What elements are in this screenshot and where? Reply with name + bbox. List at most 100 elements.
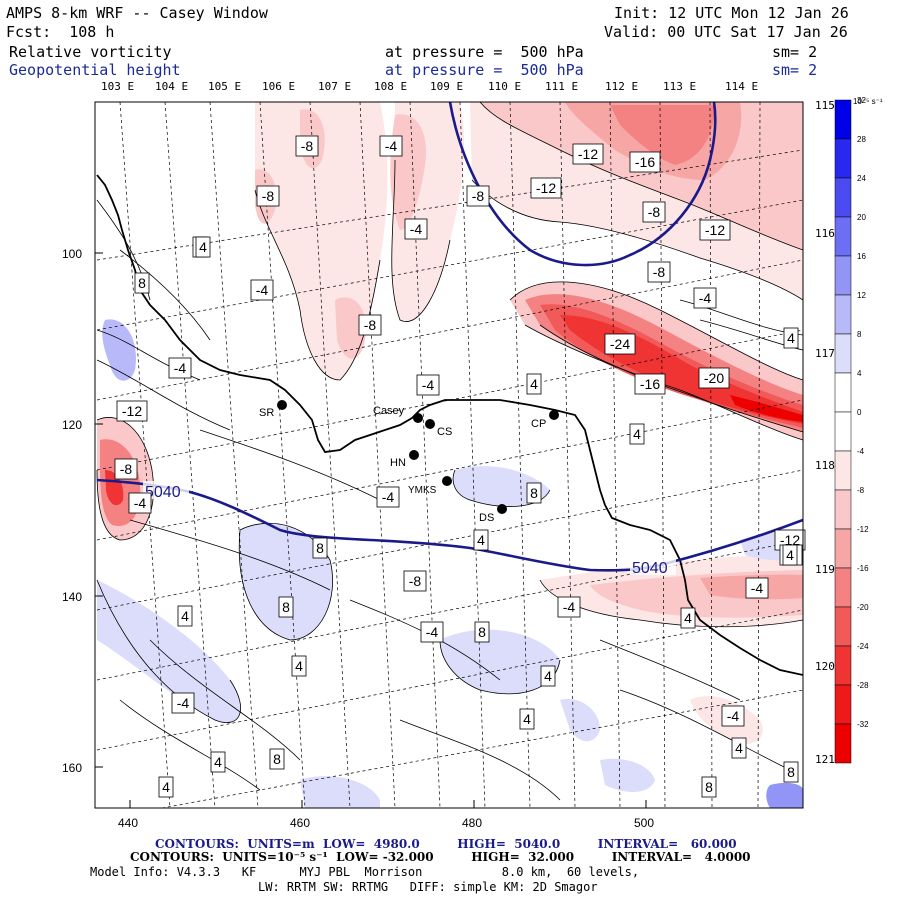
station-label-casey: Casey (373, 405, 405, 417)
vorticity-label-box (701, 776, 717, 798)
vorticity-label-box (526, 373, 542, 395)
init-time: Init: 12 UTC Mon 12 Jan 26 (614, 4, 849, 22)
lon-110: 110 E (488, 80, 521, 93)
vorticity-label: -4 (174, 360, 187, 376)
vorticity-label: 4 (735, 740, 743, 756)
vorticity-label: -8 (472, 188, 485, 204)
vorticity-label-box (171, 692, 195, 714)
vorticity-label-box (731, 737, 747, 759)
colorbar-tick: -32 (857, 720, 869, 729)
footer: CONTOURS: UNITS=m LOW= 4980.0 HIGH= 5040… (90, 837, 751, 894)
colorbar-swatch (834, 723, 852, 764)
vorticity-label: -4 (426, 624, 439, 640)
top-longitude-labels: 103 E 104 E 105 E 106 E 107 E 108 E 109 … (101, 80, 758, 93)
colorbar-tick: 4 (857, 369, 862, 378)
coastline (96, 174, 803, 676)
vorticity-label-box (128, 492, 152, 514)
vorticity-label-box (698, 367, 730, 389)
colorbar-swatch (834, 567, 852, 608)
colorbar-swatch (834, 255, 852, 296)
vorticity-label: 8 (282, 599, 290, 615)
height-label-east: 5040 (632, 560, 668, 577)
colorbar-tick: 8 (857, 330, 862, 339)
vorticity-label-box (278, 596, 294, 618)
vorticity-label: 8 (787, 764, 795, 780)
vorticity-label: -4 (134, 495, 147, 511)
vorticity-label-box (572, 143, 604, 165)
vorticity-label-box (783, 761, 799, 783)
vorticity-label-box (540, 665, 556, 687)
field1-name: Relative vorticity (9, 43, 172, 61)
vorticity-label: 4 (523, 711, 531, 727)
lon-106: 106 E (262, 80, 295, 93)
vorticity-label-box (629, 151, 661, 173)
vorticity-label-box (634, 373, 666, 395)
vorticity-label-box (680, 607, 696, 629)
colorbar-swatch (834, 372, 852, 413)
vorticity-label-box (530, 177, 562, 199)
field2-level: at pressure = 500 hPa (385, 61, 584, 79)
field2-name: Geopotential height (9, 61, 181, 79)
vorticity-label-box (473, 529, 489, 551)
vorticity-label: -16 (640, 376, 660, 392)
station-dot-cs (425, 419, 435, 429)
lon-112: 112 E (605, 80, 638, 93)
vorticity-label: 4 (477, 532, 485, 548)
vorticity-label: -8 (120, 461, 133, 477)
vorticity-label-box (195, 236, 211, 258)
colorbar-swatch (834, 138, 852, 179)
station-label-cs: CS (437, 426, 452, 438)
vorticity-label: 4 (181, 608, 189, 624)
vorticity-label-box (642, 201, 666, 223)
colorbar-swatch (834, 294, 852, 335)
vorticity-label-box (782, 544, 798, 566)
colorbar-swatch (834, 684, 852, 725)
footer-vorticity-contours: CONTOURS: UNITS=10⁻⁵ s⁻¹ LOW= -32.000 HI… (130, 850, 751, 864)
vorticity-label: 8 (316, 540, 324, 556)
vorticity-label-box (420, 621, 444, 643)
station-label-sr: SR (259, 407, 274, 419)
colorbar-swatch (834, 645, 852, 686)
vorticity-label-box (557, 596, 581, 618)
vorticity-label-box (134, 272, 150, 294)
x-tick-500: 500 (634, 816, 654, 830)
lon-104: 104 E (155, 80, 188, 93)
vorticity-label: -12 (780, 532, 800, 548)
colorbar-unit: 10⁻⁵ s⁻¹ (853, 97, 883, 106)
vorticity-label-box (114, 458, 138, 480)
vorticity-label: -24 (610, 336, 630, 352)
vorticity-label-box (604, 333, 636, 355)
vorticity-label: -8 (648, 204, 661, 220)
station-dot-ds (497, 504, 507, 514)
colorbar-tick: -24 (857, 642, 869, 651)
vorticity-label: -8 (262, 188, 275, 204)
station-label-ds: DS (479, 512, 494, 524)
plot-frame (94, 101, 804, 809)
vorticity-label-box (745, 577, 769, 599)
vorticity-label-box (168, 357, 192, 379)
field2-smoothing: sm= 2 (772, 61, 818, 79)
vorticity-label-box (210, 751, 226, 773)
vorticity-label: 4 (530, 376, 538, 392)
colorbar-swatch (834, 216, 852, 257)
vorticity-label-box (379, 135, 403, 157)
station-dot-sr (277, 400, 287, 410)
vorticity-label: 8 (478, 624, 486, 640)
station-dot-cp (549, 410, 559, 420)
vorticity-label-box (519, 708, 535, 730)
station-dot-casey (413, 413, 423, 423)
colorbar-tick: 32 (857, 96, 866, 105)
colorbar-swatch (834, 606, 852, 647)
vorticity-label: -4 (385, 138, 398, 154)
latlon-grid (96, 102, 803, 808)
height-labels: 5040 5040 (143, 481, 676, 577)
lon-105: 105 E (208, 80, 241, 93)
station-markers: SR Casey CS HN YMKS DS CP (259, 400, 559, 524)
map-title: AMPS 8-km WRF -- Casey Window (6, 4, 268, 22)
height-label-west: 5040 (145, 484, 181, 501)
vorticity-label: 4 (544, 668, 552, 684)
colorbar-swatch (834, 528, 852, 569)
vorticity-label: -4 (382, 489, 395, 505)
lon-108: 108 E (374, 80, 407, 93)
